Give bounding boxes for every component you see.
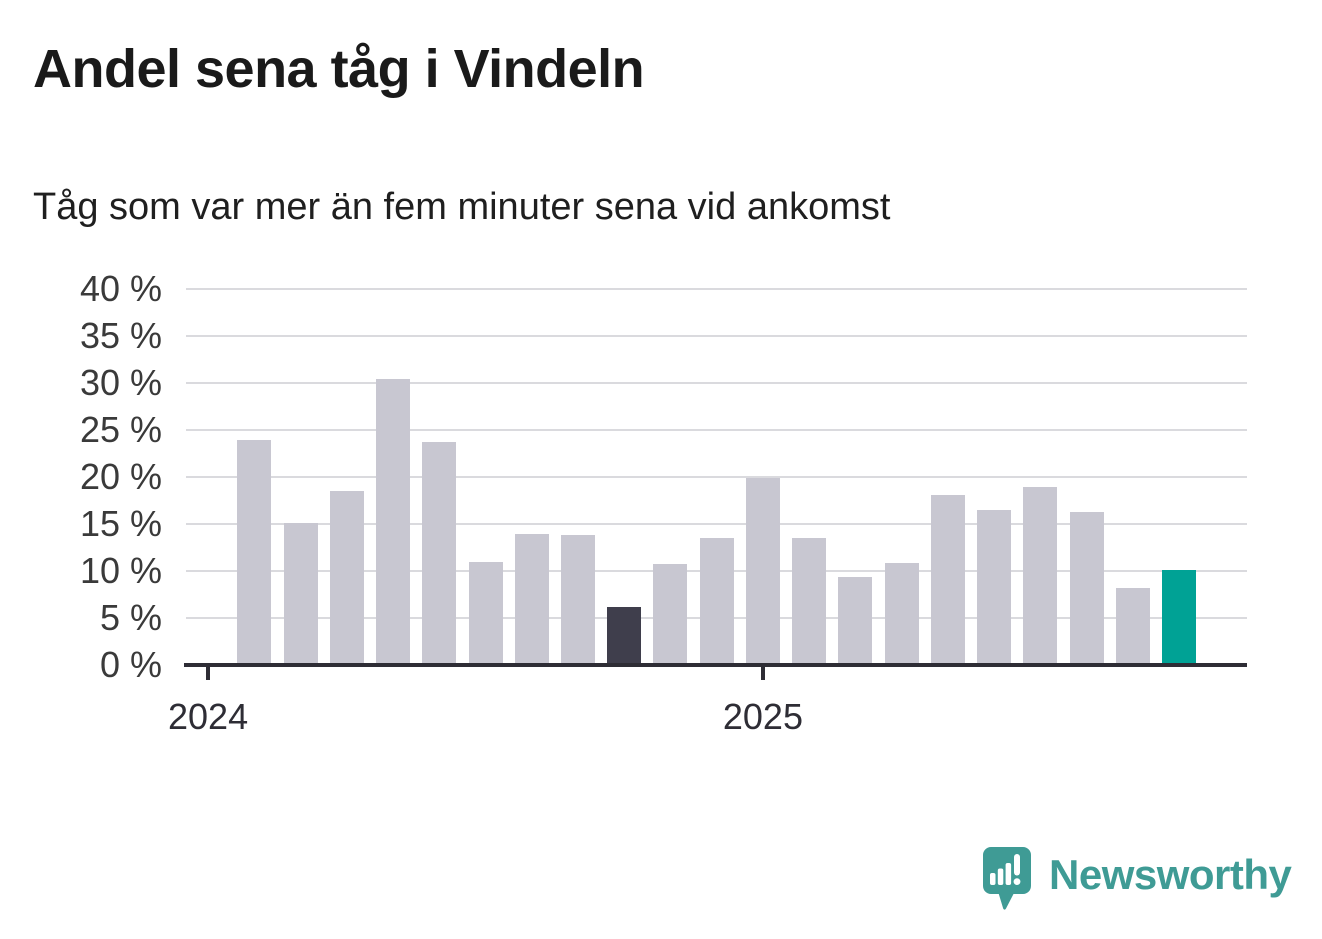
bar-highlight-dark	[607, 606, 642, 665]
chart-subtitle: Tåg som var mer än fem minuter sena vid …	[33, 186, 891, 228]
newsworthy-brand: Newsworthy	[982, 846, 1292, 912]
bar	[792, 538, 827, 665]
x-axis-line	[184, 663, 1247, 667]
gridline	[186, 288, 1247, 290]
bar	[560, 535, 595, 665]
bar	[283, 523, 318, 665]
x-axis-label: 2024	[168, 696, 249, 737]
bar	[838, 576, 873, 665]
gridline	[186, 476, 1247, 478]
y-axis-label: 40 %	[79, 268, 162, 309]
y-axis-label: 10 %	[79, 550, 162, 591]
x-axis-tick	[206, 667, 211, 680]
x-axis-label: 2025	[722, 696, 803, 737]
bar	[329, 491, 364, 665]
bar	[376, 379, 411, 665]
bar-highlight-accent	[1162, 570, 1197, 665]
bar	[514, 534, 549, 665]
bar	[977, 509, 1012, 665]
gridline	[186, 523, 1247, 525]
bar	[1069, 511, 1104, 665]
bar	[884, 562, 919, 665]
y-axis-label: 25 %	[79, 409, 162, 450]
gridline	[186, 382, 1247, 384]
chart-title: Andel sena tåg i Vindeln	[33, 39, 645, 99]
bar	[1115, 587, 1150, 665]
y-axis-label: 35 %	[79, 315, 162, 356]
bar	[1023, 487, 1058, 665]
newsworthy-logo-icon	[983, 847, 1031, 910]
x-axis-tick	[760, 667, 765, 680]
bar	[237, 440, 272, 665]
y-axis-label: 5 %	[99, 597, 162, 638]
gridline	[186, 335, 1247, 337]
bar	[468, 561, 503, 665]
bar	[699, 538, 734, 665]
y-axis-label: 0 %	[99, 644, 162, 685]
y-axis-label: 30 %	[79, 362, 162, 403]
bar	[422, 442, 457, 665]
bar	[653, 564, 688, 665]
bar	[745, 477, 780, 665]
y-axis-label: 15 %	[79, 503, 162, 544]
gridline	[186, 429, 1247, 431]
bar	[930, 494, 965, 665]
plot-area	[186, 288, 1247, 665]
newsworthy-brand-text: Newsworthy	[1049, 851, 1292, 898]
y-axis-label: 20 %	[79, 456, 162, 497]
